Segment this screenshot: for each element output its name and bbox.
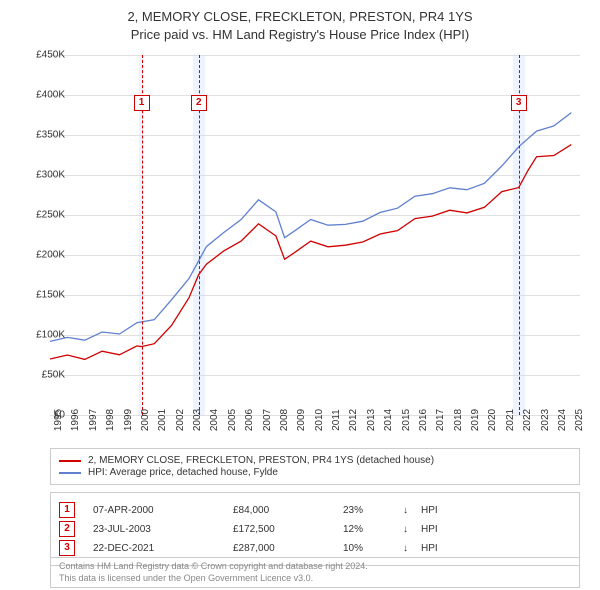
y-tick-label: £350K: [17, 130, 65, 141]
legend-label: 2, MEMORY CLOSE, FRECKLETON, PRESTON, PR…: [88, 455, 434, 466]
x-tick-label: 2007: [262, 409, 273, 431]
trades-box: 107-APR-2000£84,00023%↓HPI223-JUL-2003£1…: [50, 492, 580, 566]
x-tick-label: 2001: [157, 409, 168, 431]
x-tick-label: 2022: [522, 409, 533, 431]
title-line-1: 2, MEMORY CLOSE, FRECKLETON, PRESTON, PR…: [0, 8, 600, 26]
x-tick-label: 2003: [192, 409, 203, 431]
x-tick-label: 2000: [140, 409, 151, 431]
legend-row: 2, MEMORY CLOSE, FRECKLETON, PRESTON, PR…: [59, 455, 571, 466]
trade-suffix: HPI: [421, 505, 438, 516]
trade-suffix: HPI: [421, 524, 438, 535]
title-block: 2, MEMORY CLOSE, FRECKLETON, PRESTON, PR…: [0, 0, 600, 44]
x-tick-label: 1995: [53, 409, 64, 431]
trade-row: 1 07-APR-2000£84,00023%↓HPI: [59, 502, 571, 518]
x-tick-label: 2013: [366, 409, 377, 431]
title-line-2: Price paid vs. HM Land Registry's House …: [0, 26, 600, 44]
trade-price: £287,000: [233, 543, 343, 554]
y-tick-label: £450K: [17, 50, 65, 61]
x-tick-label: 2012: [348, 409, 359, 431]
y-tick-label: £400K: [17, 90, 65, 101]
trade-date: 23-JUL-2003: [93, 524, 233, 535]
legend-label: HPI: Average price, detached house, Fyld…: [88, 467, 278, 478]
trade-date: 22-DEC-2021: [93, 543, 233, 554]
chart-plot-area: 1 2 3: [50, 55, 580, 415]
down-arrow-icon: ↓: [403, 505, 421, 516]
series-line-hpi: [50, 113, 571, 342]
y-tick-label: £100K: [17, 330, 65, 341]
trade-price: £84,000: [233, 505, 343, 516]
series-line-property: [50, 145, 571, 360]
x-tick-label: 2020: [487, 409, 498, 431]
trade-number-box: 1: [59, 502, 75, 518]
x-tick-label: 2011: [331, 409, 342, 431]
x-tick-label: 2019: [470, 409, 481, 431]
marker-box: 1: [134, 95, 150, 111]
footer-line-1: Contains HM Land Registry data © Crown c…: [59, 561, 571, 573]
y-tick-label: £300K: [17, 170, 65, 181]
x-tick-label: 2025: [574, 409, 585, 431]
y-tick-label: £150K: [17, 290, 65, 301]
x-tick-label: 2006: [244, 409, 255, 431]
x-tick-label: 2005: [227, 409, 238, 431]
x-tick-label: 2015: [401, 409, 412, 431]
trade-date: 07-APR-2000: [93, 505, 233, 516]
x-tick-label: 2009: [296, 409, 307, 431]
trade-row: 2 23-JUL-2003£172,50012%↓HPI: [59, 521, 571, 537]
x-tick-label: 2023: [540, 409, 551, 431]
marker-box: 2: [191, 95, 207, 111]
x-tick-label: 2016: [418, 409, 429, 431]
legend-swatch: [59, 472, 81, 474]
trade-pct: 12%: [343, 524, 403, 535]
x-tick-label: 2002: [175, 409, 186, 431]
x-tick-label: 1998: [105, 409, 116, 431]
x-tick-label: 2018: [453, 409, 464, 431]
y-tick-label: £200K: [17, 250, 65, 261]
legend-row: HPI: Average price, detached house, Fyld…: [59, 467, 571, 478]
legend-swatch: [59, 460, 81, 462]
trade-suffix: HPI: [421, 543, 438, 554]
marker-box: 3: [511, 95, 527, 111]
series-svg: [50, 55, 580, 415]
footer-box: Contains HM Land Registry data © Crown c…: [50, 557, 580, 588]
trade-number-box: 2: [59, 521, 75, 537]
trade-pct: 23%: [343, 505, 403, 516]
chart-container: 2, MEMORY CLOSE, FRECKLETON, PRESTON, PR…: [0, 0, 600, 590]
trade-price: £172,500: [233, 524, 343, 535]
x-tick-label: 2021: [505, 409, 516, 431]
trade-number-box: 3: [59, 540, 75, 556]
legend-box: 2, MEMORY CLOSE, FRECKLETON, PRESTON, PR…: [50, 448, 580, 485]
x-tick-label: 2024: [557, 409, 568, 431]
x-tick-label: 2008: [279, 409, 290, 431]
x-tick-label: 2014: [383, 409, 394, 431]
trade-row: 3 22-DEC-2021£287,00010%↓HPI: [59, 540, 571, 556]
y-tick-label: £250K: [17, 210, 65, 221]
down-arrow-icon: ↓: [403, 524, 421, 535]
x-tick-label: 2017: [435, 409, 446, 431]
down-arrow-icon: ↓: [403, 543, 421, 554]
x-tick-label: 2010: [314, 409, 325, 431]
x-tick-label: 1997: [88, 409, 99, 431]
x-tick-label: 1996: [70, 409, 81, 431]
x-tick-label: 2004: [209, 409, 220, 431]
x-tick-label: 1999: [123, 409, 134, 431]
y-tick-label: £50K: [17, 370, 65, 381]
trade-pct: 10%: [343, 543, 403, 554]
footer-line-2: This data is licensed under the Open Gov…: [59, 573, 571, 585]
